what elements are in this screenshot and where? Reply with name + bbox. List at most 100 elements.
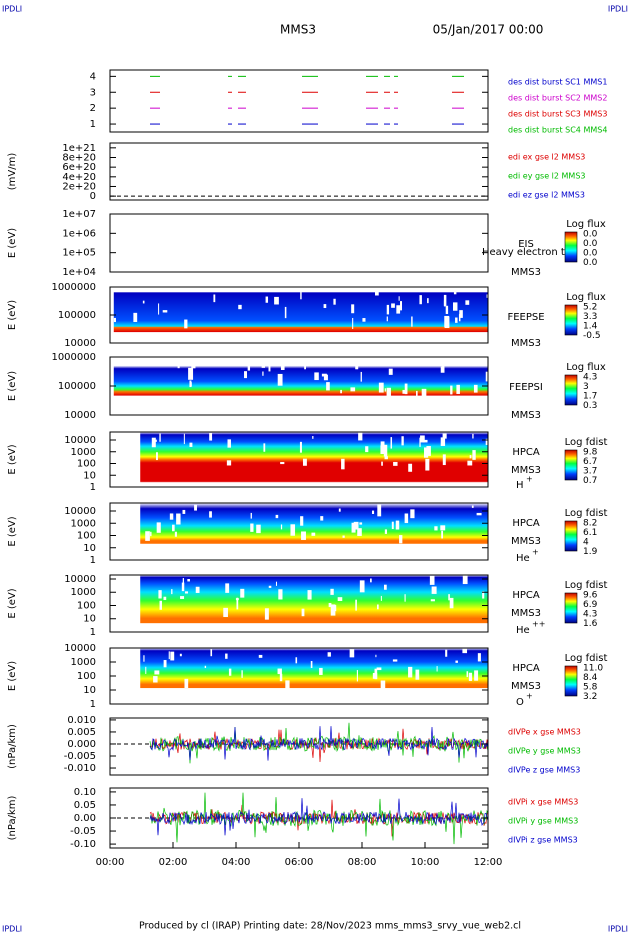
gap bbox=[261, 363, 265, 368]
y-label: (nPa/km) bbox=[7, 724, 18, 769]
y-tick-label: 1000 bbox=[71, 518, 96, 529]
gap bbox=[410, 509, 415, 519]
colorbar bbox=[564, 592, 578, 624]
gap bbox=[383, 444, 388, 457]
gap bbox=[181, 582, 185, 592]
trace bbox=[149, 726, 489, 761]
gap bbox=[320, 516, 324, 521]
gap bbox=[189, 380, 192, 388]
x-tick-label: 00:00 bbox=[96, 857, 125, 868]
y-tick-label: 10000 bbox=[64, 410, 96, 421]
gap bbox=[394, 357, 397, 366]
y-label: E (eV) bbox=[7, 444, 18, 474]
gap bbox=[386, 387, 391, 400]
instrument: HPCA bbox=[512, 590, 540, 601]
colorbar-label: 0.0 bbox=[583, 249, 598, 259]
gap bbox=[179, 653, 182, 657]
gap bbox=[420, 435, 425, 443]
gap bbox=[390, 437, 393, 449]
gap bbox=[351, 304, 355, 314]
y-tick-label: 0.000 bbox=[67, 739, 96, 750]
gap bbox=[434, 526, 438, 531]
gap bbox=[156, 452, 158, 461]
gap bbox=[170, 651, 175, 661]
colorbar-label: 8.4 bbox=[583, 673, 598, 683]
gap bbox=[280, 524, 283, 530]
gap bbox=[462, 648, 468, 654]
colorbar-label: 4 bbox=[583, 538, 589, 548]
y-tick-label: 10 bbox=[83, 685, 96, 696]
gap bbox=[319, 667, 323, 675]
colorbar-label: 6.1 bbox=[583, 528, 597, 538]
gap bbox=[168, 651, 170, 660]
date: 05/Jan/2017 00:00 bbox=[433, 23, 544, 37]
gap bbox=[415, 669, 420, 680]
gap bbox=[471, 505, 474, 508]
y-label: E (eV) bbox=[7, 300, 18, 330]
colorbar-label: 9.6 bbox=[583, 591, 598, 601]
gap bbox=[279, 673, 283, 682]
gap bbox=[327, 652, 331, 657]
legend-entry: dIVPi x gse MMS3 bbox=[508, 798, 578, 807]
colorbar-label: 4.3 bbox=[583, 610, 597, 620]
gap bbox=[398, 296, 400, 301]
gap bbox=[380, 595, 382, 601]
gap bbox=[227, 439, 231, 448]
gap bbox=[263, 443, 266, 452]
y-tick-label: 100000 bbox=[58, 310, 96, 321]
gap bbox=[468, 672, 473, 681]
gap bbox=[443, 300, 446, 307]
spacecraft: MMS3 bbox=[511, 465, 541, 476]
y-tick-label: 100 bbox=[77, 600, 96, 611]
gap bbox=[301, 531, 306, 540]
gap bbox=[326, 382, 330, 391]
y-tick-label: -0.10 bbox=[70, 839, 96, 850]
gap bbox=[349, 649, 355, 658]
y-tick-label: 10000 bbox=[64, 506, 96, 517]
colorbar-label: 0.3 bbox=[583, 401, 597, 411]
gap bbox=[472, 357, 477, 366]
y-tick-label: 1e+06 bbox=[62, 228, 96, 239]
corner-mark: IPDLI bbox=[608, 925, 628, 934]
gap bbox=[357, 528, 362, 536]
gap bbox=[268, 585, 272, 588]
colorbar bbox=[564, 449, 578, 481]
gap bbox=[250, 512, 252, 519]
gap bbox=[330, 604, 336, 616]
spectrogram bbox=[140, 575, 489, 632]
gap bbox=[391, 303, 395, 308]
gap bbox=[427, 298, 429, 304]
spacecraft: MMS3 bbox=[511, 536, 541, 547]
gap bbox=[355, 599, 357, 611]
colorbar-label: 8.2 bbox=[583, 519, 597, 529]
colorbar-label: 6.7 bbox=[583, 457, 597, 467]
spectrogram bbox=[140, 432, 489, 487]
y-tick-label: -0.05 bbox=[70, 826, 96, 837]
legend-entry: edi ez gse l2 MMS3 bbox=[508, 191, 585, 200]
gap bbox=[426, 446, 431, 456]
x-tick-label: 04:00 bbox=[222, 857, 251, 868]
gap bbox=[455, 660, 458, 663]
gap bbox=[355, 361, 359, 370]
gap bbox=[392, 659, 398, 662]
gap bbox=[462, 575, 468, 585]
gap bbox=[443, 294, 447, 306]
y-tick-label: 100 bbox=[77, 459, 96, 470]
footer: Produced by cl (IRAP) Printing date: 28/… bbox=[139, 921, 521, 932]
spacecraft: MMS3 bbox=[511, 338, 541, 349]
y-tick-label: 10 bbox=[83, 614, 96, 625]
gap bbox=[376, 667, 382, 671]
gap bbox=[236, 597, 239, 610]
gap bbox=[359, 522, 363, 525]
gap bbox=[321, 373, 327, 377]
gap bbox=[277, 668, 282, 675]
gap bbox=[223, 607, 228, 617]
gap bbox=[342, 535, 345, 538]
gap bbox=[440, 525, 446, 531]
gap bbox=[290, 524, 296, 536]
species: O bbox=[516, 697, 524, 708]
colorbar-title: Log fdist bbox=[565, 508, 608, 519]
y-label: (nPa/km) bbox=[7, 796, 18, 841]
gap bbox=[285, 680, 290, 692]
gap bbox=[467, 460, 473, 466]
